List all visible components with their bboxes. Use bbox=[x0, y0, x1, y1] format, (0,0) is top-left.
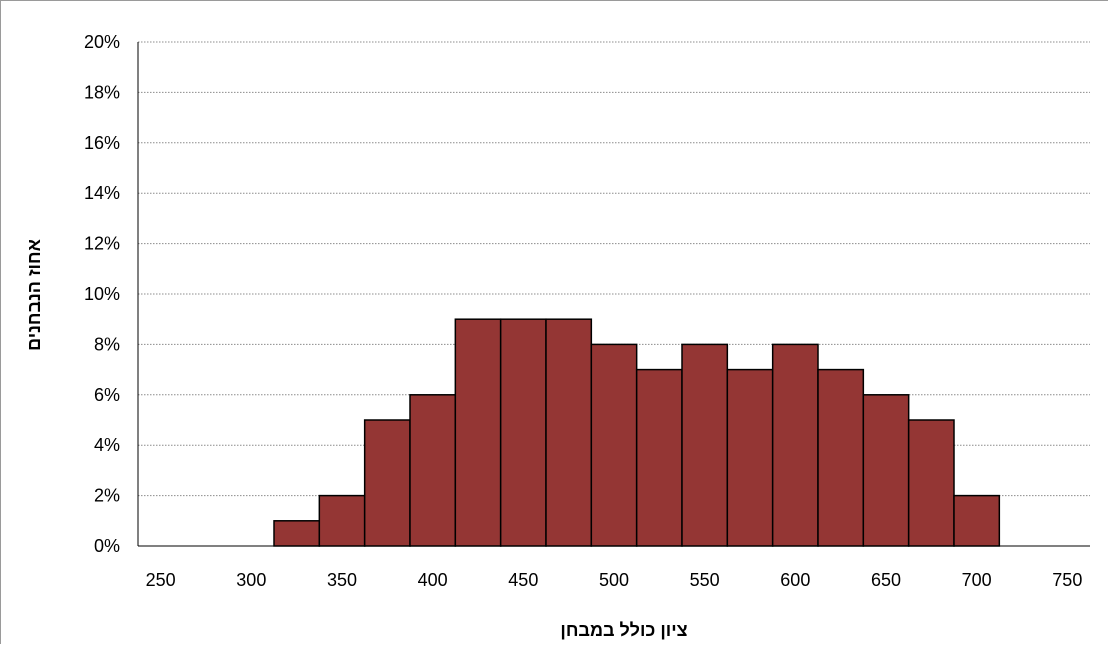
x-tick-label: 600 bbox=[780, 570, 810, 590]
y-axis-title: אחוז הנבחנים bbox=[24, 239, 44, 351]
x-tick-label: 250 bbox=[146, 570, 176, 590]
x-tick-label: 400 bbox=[418, 570, 448, 590]
y-tick-label: 8% bbox=[94, 334, 120, 354]
histogram-bar bbox=[363, 419, 411, 547]
y-tick-labels: 0% 2% 4% 6% 8% 10% 12% 14% 16% 18% 20% bbox=[84, 32, 120, 556]
x-tick-label: 500 bbox=[599, 570, 629, 590]
histogram-bar bbox=[454, 318, 502, 547]
x-axis-title: ציון כולל במבחן bbox=[560, 620, 687, 640]
histogram-bar bbox=[907, 419, 955, 547]
x-tick-labels: 250 300 350 400 450 500 550 600 650 700 750 bbox=[146, 570, 1083, 590]
y-tick-label: 0% bbox=[94, 536, 120, 556]
histogram-bar bbox=[953, 494, 1001, 547]
y-tick-label: 18% bbox=[84, 82, 120, 102]
bars bbox=[273, 318, 1001, 547]
histogram-bar bbox=[273, 520, 321, 547]
x-tick-label: 450 bbox=[508, 570, 538, 590]
x-tick-label: 550 bbox=[690, 570, 720, 590]
x-tick-label: 700 bbox=[962, 570, 992, 590]
y-tick-label: 14% bbox=[84, 183, 120, 203]
histogram-bar bbox=[409, 394, 457, 547]
x-tick-label: 300 bbox=[236, 570, 266, 590]
axes bbox=[137, 42, 1090, 547]
histogram-bar bbox=[545, 318, 593, 547]
y-tick-label: 20% bbox=[84, 32, 120, 52]
y-tick-label: 12% bbox=[84, 234, 120, 254]
histogram-bar bbox=[817, 368, 865, 547]
histogram-bar bbox=[499, 318, 547, 547]
y-tick-label: 2% bbox=[94, 486, 120, 506]
y-tick-label: 6% bbox=[94, 385, 120, 405]
x-tick-label: 650 bbox=[871, 570, 901, 590]
histogram-bar bbox=[771, 343, 819, 547]
histogram-bar bbox=[635, 368, 683, 547]
histogram-bar bbox=[590, 343, 638, 547]
x-tick-label: 350 bbox=[327, 570, 357, 590]
y-tick-label: 16% bbox=[84, 133, 120, 153]
y-tick-label: 10% bbox=[84, 284, 120, 304]
histogram-bar bbox=[681, 343, 729, 547]
y-tick-label: 4% bbox=[94, 435, 120, 455]
histogram-bar bbox=[862, 394, 910, 547]
histogram-bar bbox=[726, 368, 774, 547]
x-tick-label: 750 bbox=[1052, 570, 1082, 590]
histogram-bar bbox=[318, 494, 366, 547]
